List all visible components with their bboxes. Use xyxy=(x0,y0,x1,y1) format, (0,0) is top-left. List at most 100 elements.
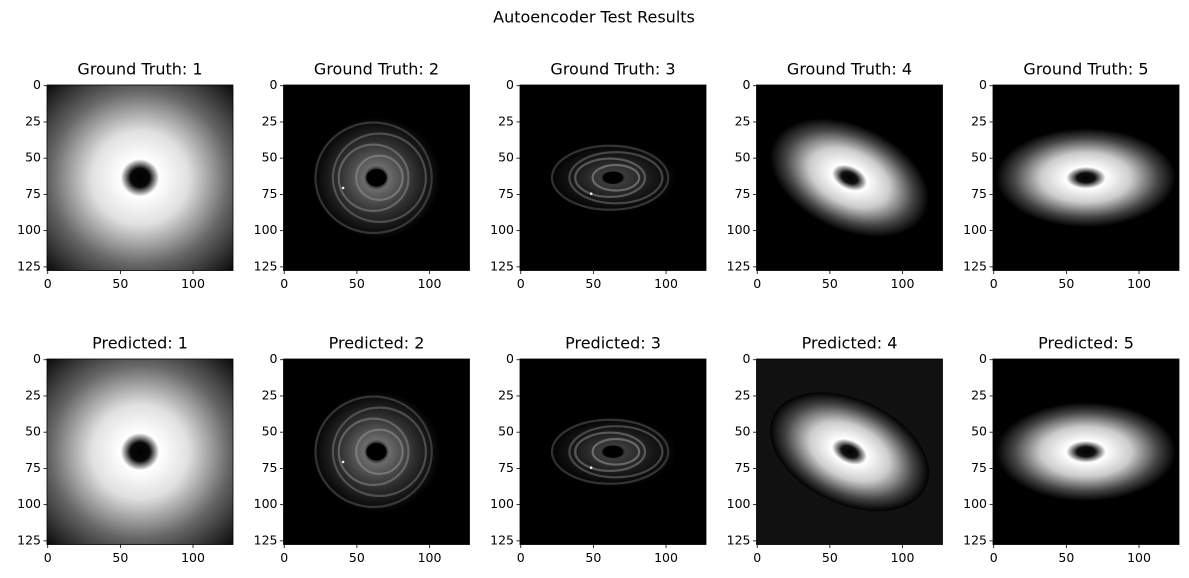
y-tick-label: 125 xyxy=(254,532,278,547)
axes-frame xyxy=(756,358,943,545)
x-tick-label: 100 xyxy=(891,276,915,291)
y-tick-label: 25 xyxy=(25,387,41,402)
x-tick-label: 50 xyxy=(585,276,601,291)
image-speck xyxy=(589,466,593,470)
x-tick-label: 50 xyxy=(585,550,601,565)
y-tick-label: 0 xyxy=(979,77,987,92)
x-tick-label: 0 xyxy=(280,550,288,565)
x-tick-label: 100 xyxy=(654,550,678,565)
image-ring xyxy=(314,395,433,509)
y-tick-label: 100 xyxy=(17,222,41,237)
x-tick-label: 100 xyxy=(418,550,442,565)
y-tick-label: 100 xyxy=(490,222,514,237)
y-tick-label: 50 xyxy=(262,424,278,439)
subplot-title: Predicted: 3 xyxy=(565,334,661,353)
subplot: Predicted: 4 0 50 100 0 25 50 75 100 125 xyxy=(727,334,943,565)
y-tick-label: 50 xyxy=(735,424,751,439)
image-core xyxy=(366,443,387,461)
x-tick-label: 50 xyxy=(112,276,128,291)
y-tick-label: 100 xyxy=(727,496,751,511)
image xyxy=(993,85,1179,271)
subplot-title: Predicted: 4 xyxy=(802,334,898,353)
y-tick-label: 0 xyxy=(33,351,41,366)
image-ring xyxy=(331,406,428,498)
image xyxy=(47,85,233,271)
y-tick-label: 125 xyxy=(17,532,41,547)
subplot-title: Ground Truth: 4 xyxy=(787,60,912,79)
x-tick-label: 100 xyxy=(891,550,915,565)
image xyxy=(283,85,470,271)
x-tick-label: 100 xyxy=(654,276,678,291)
image-core xyxy=(602,445,624,458)
y-tick-label: 25 xyxy=(262,387,278,402)
subplot: Predicted: 1 0 50 100 0 25 50 75 100 125 xyxy=(17,334,234,565)
y-tick-label: 100 xyxy=(490,496,514,511)
x-tick-label: 0 xyxy=(44,550,52,565)
y-tick-label: 75 xyxy=(971,460,987,475)
y-tick-label: 75 xyxy=(262,460,278,475)
y-tick-label: 0 xyxy=(979,351,987,366)
y-tick-label: 75 xyxy=(498,460,514,475)
subplot-title: Ground Truth: 2 xyxy=(314,60,439,79)
y-tick-label: 125 xyxy=(727,258,751,273)
y-tick-label: 0 xyxy=(270,351,278,366)
y-tick-label: 25 xyxy=(971,113,987,128)
x-tick-label: 50 xyxy=(112,550,128,565)
image-ring xyxy=(574,157,647,199)
y-tick-label: 25 xyxy=(25,113,41,128)
image-ring xyxy=(568,151,664,205)
y-tick-label: 25 xyxy=(498,387,514,402)
y-tick-label: 25 xyxy=(735,387,751,402)
y-tick-label: 75 xyxy=(25,460,41,475)
y-tick-label: 125 xyxy=(963,258,987,273)
subplot-title: Ground Truth: 3 xyxy=(550,60,675,79)
x-tick-label: 100 xyxy=(1127,550,1151,565)
subplot-title: Predicted: 5 xyxy=(1038,334,1134,353)
image-ring xyxy=(355,154,404,201)
subplot: Ground Truth: 1 0 50 100 0 25 50 75 100 125 xyxy=(17,60,234,291)
axes-frame xyxy=(283,358,470,545)
y-tick-label: 100 xyxy=(727,222,751,237)
subplot-title: Predicted: 2 xyxy=(329,334,425,353)
y-tick-label: 50 xyxy=(735,150,751,165)
image-ring xyxy=(337,143,410,212)
y-tick-label: 125 xyxy=(963,532,987,547)
x-tick-label: 100 xyxy=(181,550,205,565)
image-speck xyxy=(341,460,345,464)
image-ring xyxy=(337,417,410,486)
y-tick-label: 75 xyxy=(971,186,987,201)
subplot: Predicted: 5 0 50 100 0 25 50 75 100 125 xyxy=(963,334,1180,565)
axes-frame xyxy=(756,84,943,271)
x-tick-label: 50 xyxy=(822,550,838,565)
image-ring xyxy=(550,144,670,211)
image-blob xyxy=(995,128,1177,228)
y-tick-label: 25 xyxy=(971,387,987,402)
image xyxy=(520,359,706,545)
y-tick-label: 50 xyxy=(25,150,41,165)
image-core xyxy=(366,169,387,187)
x-tick-label: 50 xyxy=(1058,550,1074,565)
axes-frame xyxy=(46,358,234,545)
y-tick-label: 0 xyxy=(743,77,751,92)
x-tick-label: 50 xyxy=(822,276,838,291)
x-tick-label: 0 xyxy=(44,276,52,291)
x-tick-label: 100 xyxy=(418,276,442,291)
axes-frame xyxy=(519,358,707,545)
y-tick-label: 100 xyxy=(963,496,987,511)
axes-frame xyxy=(283,84,470,271)
y-tick-label: 100 xyxy=(17,496,41,511)
image-ring xyxy=(331,132,428,224)
image-blob xyxy=(47,359,233,545)
subplot: Ground Truth: 2 0 50 100 0 25 50 75 100 125 xyxy=(254,60,470,291)
image-blob xyxy=(769,118,930,238)
y-tick-label: 0 xyxy=(270,77,278,92)
y-tick-label: 25 xyxy=(735,113,751,128)
y-tick-label: 100 xyxy=(963,222,987,237)
image xyxy=(993,359,1179,545)
image xyxy=(520,85,706,271)
y-tick-label: 75 xyxy=(498,186,514,201)
y-tick-label: 0 xyxy=(506,351,514,366)
y-tick-label: 25 xyxy=(262,113,278,128)
image-blob xyxy=(769,392,930,512)
